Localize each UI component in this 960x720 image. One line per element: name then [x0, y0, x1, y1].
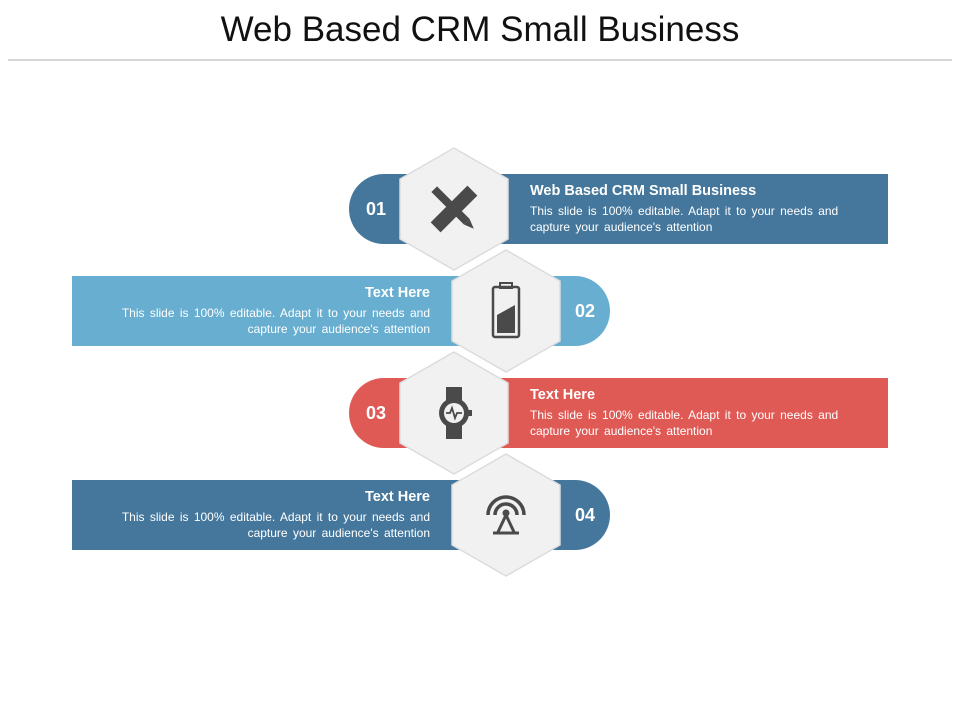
step-01-number: 01: [366, 199, 387, 219]
step-04-text: Text Here This slide is 100% editable. A…: [100, 489, 430, 541]
step-03-heading: Text Here: [530, 387, 596, 403]
step-02-body: This slide is 100% editable. Adapt it to…: [121, 306, 430, 336]
step-01-heading: Web Based CRM Small Business: [530, 183, 757, 199]
step-04-hexagon: [451, 453, 561, 577]
pencil-ruler-icon: [430, 185, 478, 233]
step-03-text: Text Here This slide is 100% editable. A…: [530, 387, 860, 439]
slide-title: Web Based CRM Small Business: [220, 10, 740, 49]
step-01-text: Web Based CRM Small Business This slide …: [530, 183, 860, 235]
step-04-number: 04: [575, 505, 596, 525]
title-divider: [8, 59, 952, 61]
step-03-hexagon: [399, 351, 509, 475]
step-02-hexagon: [451, 249, 561, 373]
step-01-body: This slide is 100% editable. Adapt it to…: [530, 204, 839, 234]
step-02-number: 02: [575, 301, 596, 321]
step-02-heading: Text Here: [364, 285, 430, 301]
step-03-body: This slide is 100% editable. Adapt it to…: [530, 408, 839, 438]
smartwatch-icon: [439, 387, 472, 439]
battery-icon: [491, 282, 521, 339]
step-02-text: Text Here This slide is 100% editable. A…: [100, 285, 430, 337]
step-03-number: 03: [366, 403, 387, 423]
step-04-heading: Text Here: [364, 489, 430, 505]
step-04-body: This slide is 100% editable. Adapt it to…: [121, 510, 430, 540]
antenna-signal-icon: [486, 495, 526, 535]
step-01-hexagon: [399, 147, 509, 271]
